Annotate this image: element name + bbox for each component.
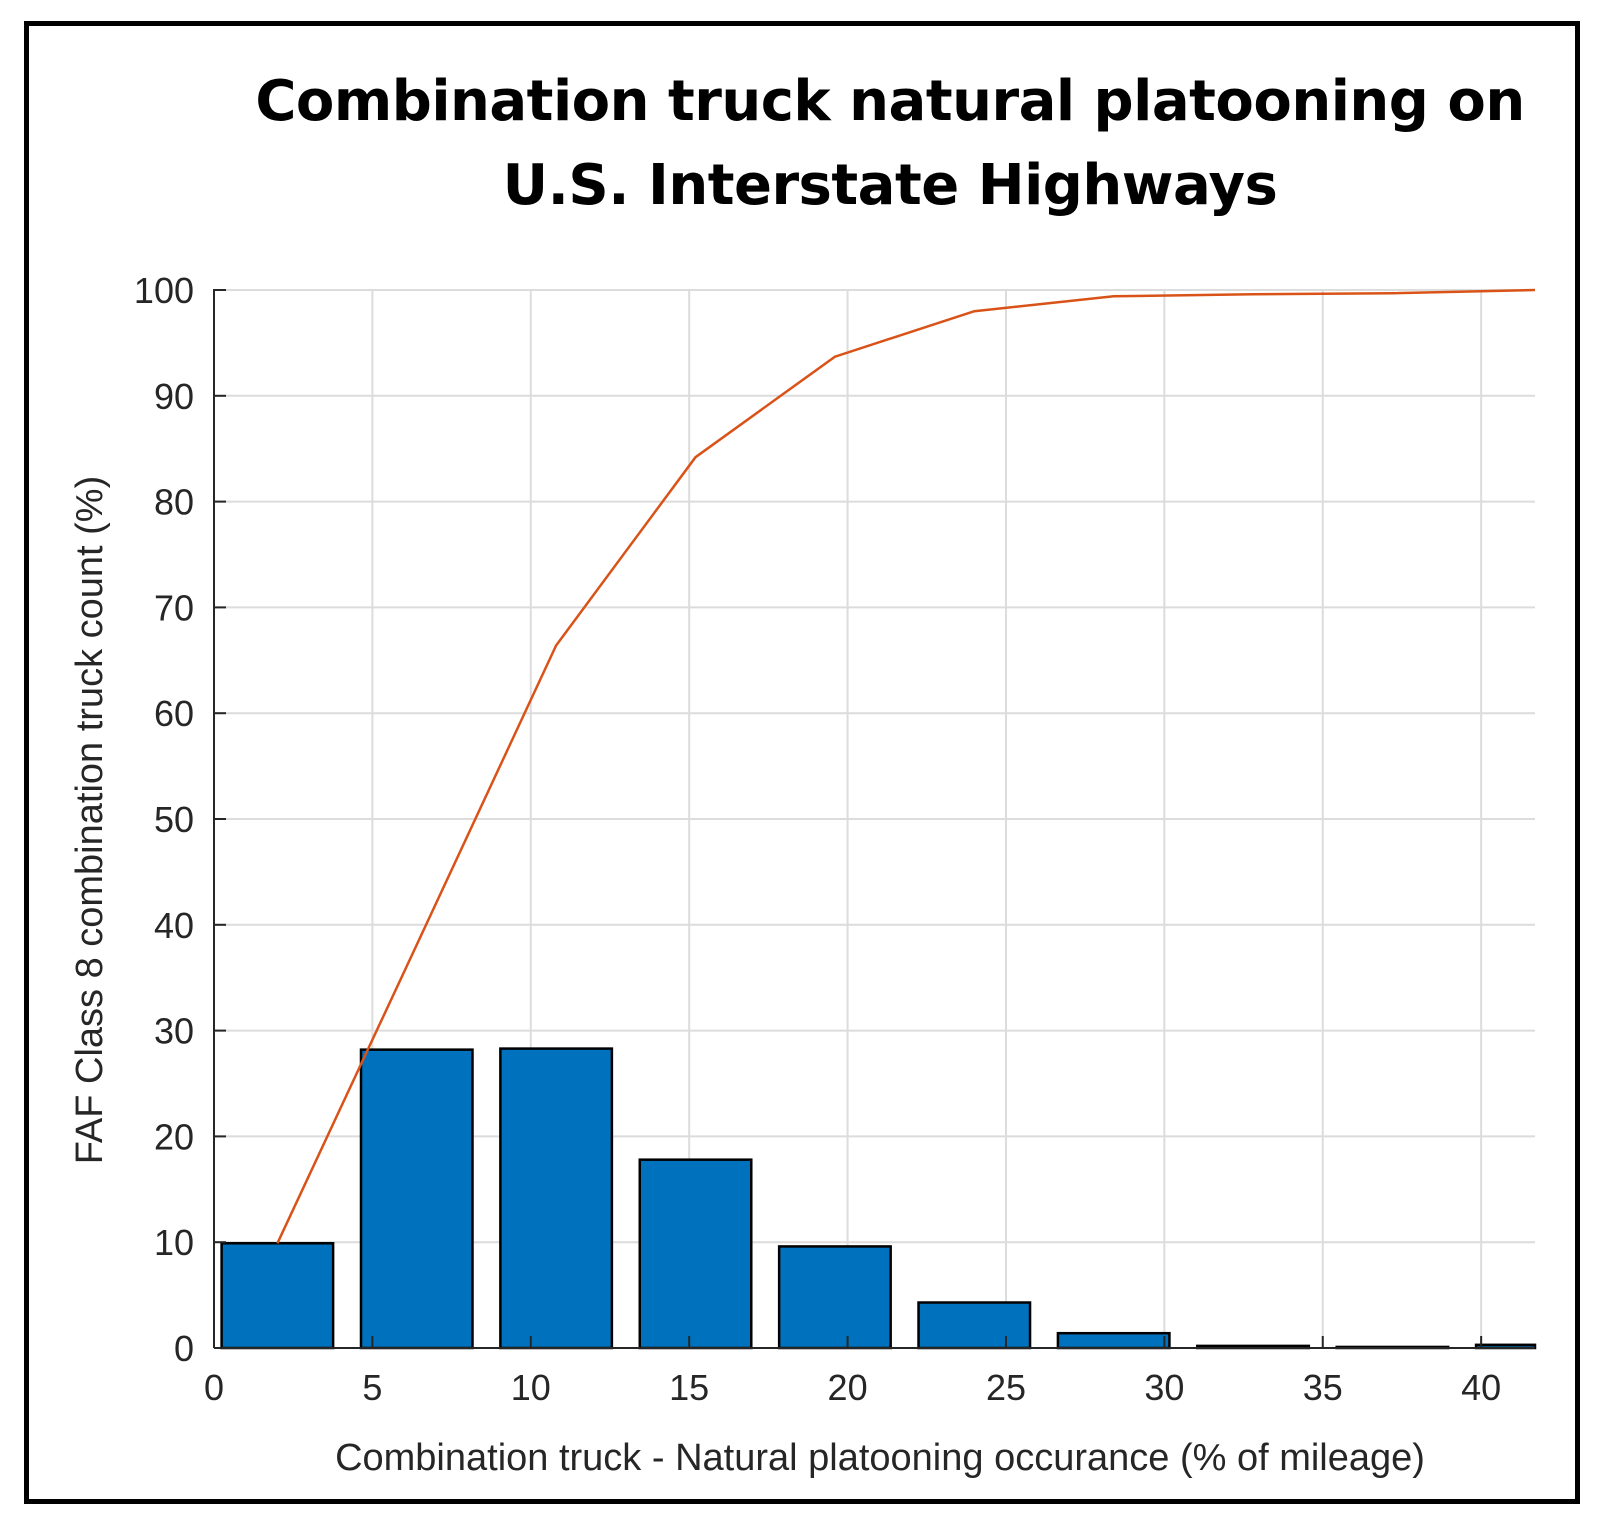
y-tick-label: 0 [174, 1328, 194, 1369]
histogram-bar [777, 1245, 892, 1350]
histogram-bars [220, 1047, 1537, 1350]
y-tick-label: 20 [154, 1116, 194, 1157]
x-tick-label: 15 [669, 1367, 709, 1408]
y-tick-label: 30 [154, 1011, 194, 1052]
x-tick-label: 10 [511, 1367, 551, 1408]
chart-title-line-2: U.S. Interstate Highways [502, 153, 1278, 218]
histogram-bar [359, 1048, 474, 1350]
x-tick-label: 20 [828, 1367, 868, 1408]
y-tick-labels: 0 10 20 30 40 50 60 70 80 90 100 [134, 270, 194, 1369]
y-axis-label: FAF Class 8 combination truck count (%) [69, 476, 111, 1164]
y-tick-label: 80 [154, 482, 194, 523]
histogram-bar [499, 1047, 614, 1350]
y-tick-label: 90 [154, 376, 194, 417]
histogram-bar [220, 1242, 335, 1350]
x-tick-label: 30 [1144, 1367, 1184, 1408]
y-tick-label: 40 [154, 905, 194, 946]
x-axis-label: Combination truck - Natural platooning o… [335, 1437, 1425, 1479]
histogram-bar [638, 1158, 753, 1350]
x-tick-labels: 0 5 10 15 20 25 30 35 40 [204, 1367, 1501, 1408]
x-tick-label: 40 [1461, 1367, 1501, 1408]
cumulative-line [276, 288, 1536, 1244]
y-tick-label: 50 [154, 799, 194, 840]
y-tick-label: 10 [154, 1222, 194, 1263]
y-tick-label: 100 [134, 270, 194, 311]
x-tick-label: 25 [986, 1367, 1026, 1408]
x-tick-label: 35 [1303, 1367, 1343, 1408]
chart-title-line-1: Combination truck natural platooning on [255, 69, 1525, 134]
y-tick-label: 70 [154, 587, 194, 628]
histogram-bar [1056, 1331, 1171, 1350]
axes [213, 289, 1535, 1349]
x-tick-label: 0 [204, 1367, 224, 1408]
x-tick-label: 5 [362, 1367, 382, 1408]
chart-title: Combination truck natural platooning on … [90, 60, 1609, 228]
cumulative-line-group [276, 288, 1536, 1244]
y-tick-label: 60 [154, 693, 194, 734]
histogram-bar [917, 1301, 1032, 1350]
